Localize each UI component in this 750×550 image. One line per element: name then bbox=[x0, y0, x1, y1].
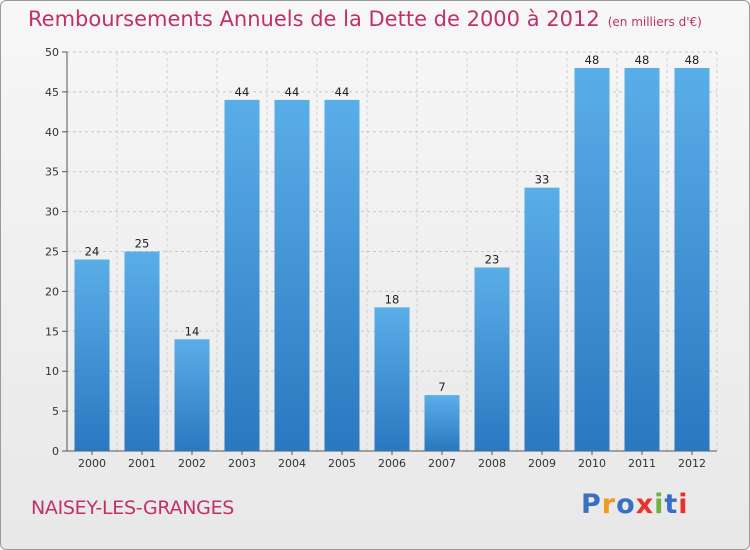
y-tick-label: 5 bbox=[52, 405, 59, 418]
x-tick-label-2003: 2003 bbox=[228, 457, 256, 470]
bar-2006 bbox=[374, 307, 410, 451]
y-tick-label: 0 bbox=[52, 445, 59, 458]
y-tick-label: 50 bbox=[45, 46, 59, 59]
bar-2005 bbox=[324, 99, 360, 451]
value-label-2002: 14 bbox=[185, 324, 200, 338]
brand-letter: i bbox=[654, 489, 665, 520]
value-label-2006: 18 bbox=[385, 292, 400, 306]
value-label-2005: 44 bbox=[335, 85, 350, 99]
y-tick-label: 15 bbox=[45, 325, 59, 338]
chart-subtitle: (en milliers d'€) bbox=[607, 15, 702, 29]
y-tick-label: 25 bbox=[45, 246, 59, 259]
brand-letter: o bbox=[616, 489, 636, 520]
bar-2007 bbox=[424, 395, 460, 451]
x-tick-label-2002: 2002 bbox=[178, 457, 206, 470]
x-tick-label-2000: 2000 bbox=[78, 457, 106, 470]
value-label-2009: 33 bbox=[535, 173, 550, 187]
value-label-2004: 44 bbox=[285, 85, 300, 99]
x-tick-label-2009: 2009 bbox=[528, 457, 556, 470]
y-tick-label: 30 bbox=[45, 206, 59, 219]
value-label-2001: 25 bbox=[135, 237, 150, 251]
commune-name: NAISEY-LES-GRANGES bbox=[31, 497, 235, 519]
bar-2002 bbox=[174, 339, 210, 451]
y-tick-label: 10 bbox=[45, 365, 59, 378]
chart-title-text: Remboursements Annuels de la Dette de 20… bbox=[28, 7, 600, 31]
bar-2012 bbox=[674, 67, 710, 452]
bar-2001 bbox=[124, 251, 160, 451]
value-label-2012: 48 bbox=[685, 53, 700, 67]
brand-letter: i bbox=[678, 489, 689, 520]
brand-letter: P bbox=[581, 489, 602, 520]
brand-letter: x bbox=[635, 489, 655, 520]
bar-2000 bbox=[74, 259, 110, 451]
y-tick-label: 35 bbox=[45, 166, 59, 179]
y-tick-label: 45 bbox=[45, 86, 59, 99]
value-label-2003: 44 bbox=[235, 85, 250, 99]
value-label-2007: 7 bbox=[438, 380, 445, 394]
bar-2009 bbox=[524, 187, 560, 451]
brand-letter: r bbox=[601, 489, 617, 520]
labels: 24 2000 25 2001 14 2002 44 2003 44 2004 44 2005 18 20… bbox=[78, 53, 706, 470]
value-label-2010: 48 bbox=[585, 53, 600, 67]
x-tick-label-2011: 2011 bbox=[628, 457, 656, 470]
bar-2004 bbox=[274, 99, 310, 451]
bar-2010 bbox=[574, 67, 610, 452]
bars bbox=[74, 67, 710, 452]
brand-letter: t bbox=[664, 489, 679, 520]
bar-2008 bbox=[474, 267, 510, 451]
x-tick-label-2004: 2004 bbox=[278, 457, 306, 470]
value-label-2000: 24 bbox=[85, 244, 100, 258]
y-tick-label: 40 bbox=[45, 126, 59, 139]
x-tick-label-2005: 2005 bbox=[328, 457, 356, 470]
x-tick-label-2007: 2007 bbox=[428, 457, 456, 470]
chart-title: Remboursements Annuels de la Dette de 20… bbox=[28, 7, 702, 31]
x-tick-label-2001: 2001 bbox=[128, 457, 156, 470]
y-tick-label: 20 bbox=[45, 285, 59, 298]
x-tick-label-2012: 2012 bbox=[678, 457, 706, 470]
value-label-2011: 48 bbox=[635, 53, 650, 67]
bar-2011 bbox=[624, 67, 660, 452]
x-tick-label-2006: 2006 bbox=[378, 457, 406, 470]
value-label-2008: 23 bbox=[485, 252, 500, 266]
proxiti-logo: Proxiti bbox=[581, 489, 689, 520]
x-tick-label-2010: 2010 bbox=[578, 457, 606, 470]
bar-2003 bbox=[224, 99, 260, 451]
x-tick-label-2008: 2008 bbox=[478, 457, 506, 470]
